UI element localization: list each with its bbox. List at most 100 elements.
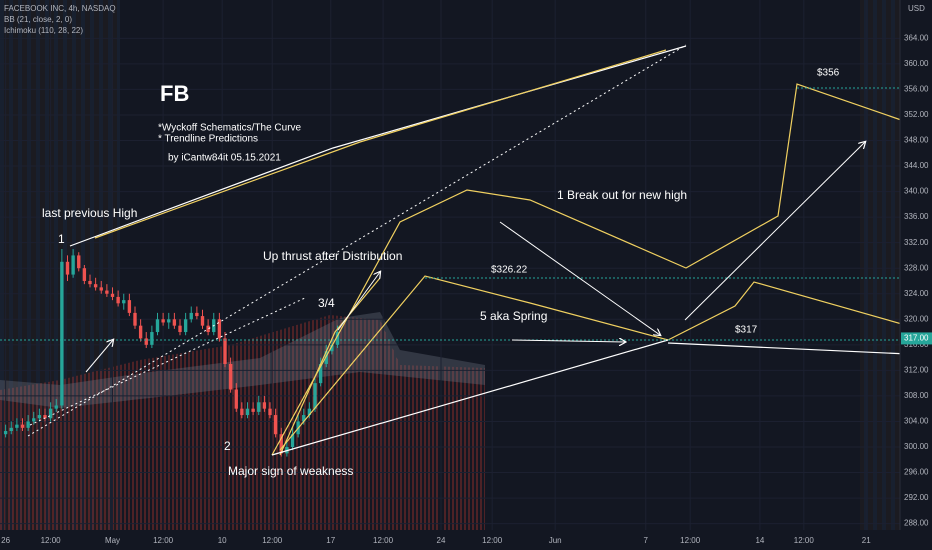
annotation: * Trendline Predictions xyxy=(158,134,258,145)
candle-body xyxy=(313,383,317,409)
header-line: Ichimoku (110, 28, 22) xyxy=(4,26,83,35)
candle-body xyxy=(324,351,328,364)
candle-body xyxy=(65,261,70,275)
candle-body xyxy=(178,325,182,333)
annotation: 3/4 xyxy=(318,296,335,310)
trendline xyxy=(69,45,687,247)
trendline xyxy=(279,277,381,456)
drawings xyxy=(0,44,931,456)
x-tick-label: 14 xyxy=(755,536,764,545)
currency: USD xyxy=(908,4,925,13)
candle-body xyxy=(9,427,13,432)
candle-body xyxy=(195,312,199,317)
x-tick-label: 10 xyxy=(218,536,227,545)
x-tick-label: May xyxy=(105,536,120,545)
candle-body xyxy=(54,405,58,409)
candle-body xyxy=(88,280,92,285)
candle-body xyxy=(240,408,244,416)
arrow xyxy=(511,340,625,342)
y-tick-label: 348.00 xyxy=(904,136,929,145)
candle-body xyxy=(262,402,267,409)
candle-body xyxy=(228,363,233,390)
y-tick-label: 308.00 xyxy=(904,391,929,400)
dotted-trendline xyxy=(29,297,306,426)
y-tick-label: 312.00 xyxy=(904,365,929,374)
candle-body xyxy=(183,319,188,333)
candle-body xyxy=(15,424,19,428)
y-tick-label: 352.00 xyxy=(904,110,929,119)
trendline xyxy=(667,342,931,356)
y-tick-label: 364.00 xyxy=(904,33,929,42)
candle-body xyxy=(200,316,205,326)
annotation: $317 xyxy=(735,325,758,336)
trendline xyxy=(271,83,931,456)
x-tick-label: 12:00 xyxy=(153,536,174,545)
y-tick-label: 324.00 xyxy=(904,289,929,298)
candle-body xyxy=(77,255,81,269)
annotation: 1 Break out for new high xyxy=(557,188,687,202)
candle-body xyxy=(268,408,272,416)
annotation: 1 xyxy=(58,232,65,246)
candle-body xyxy=(234,389,238,409)
arrow xyxy=(337,272,380,331)
candle-body xyxy=(144,338,148,345)
candle-body xyxy=(318,363,323,384)
y-tick-label: 304.00 xyxy=(904,417,929,426)
y-tick-label: 320.00 xyxy=(904,314,929,323)
x-tick-label: 12:00 xyxy=(41,536,62,545)
legend: FACEBOOK INC, 4h, NASDAQ BB (21, close, … xyxy=(4,4,925,35)
x-tick-label: 12:00 xyxy=(373,536,394,545)
axes: 288.00 292.00 296.00 300.00 304.00 308.00 312.… xyxy=(1,33,932,545)
annotations: FB *Wyckoff Schematics/The Curve* Trendli… xyxy=(42,68,840,479)
y-tick-label: 328.00 xyxy=(904,263,929,272)
ichimoku-cloud xyxy=(0,312,485,408)
candle-body xyxy=(223,338,227,364)
candle-body xyxy=(307,408,312,416)
candle-body xyxy=(155,319,160,333)
candle-body xyxy=(217,319,222,339)
x-tick-label: 12:00 xyxy=(262,536,283,545)
candle-body xyxy=(133,312,137,326)
candle-body xyxy=(99,287,103,291)
candle-body xyxy=(161,319,165,323)
annotation: Up thrust after Distribution xyxy=(263,249,402,263)
candle-body xyxy=(116,296,120,304)
x-tick-label: Jun xyxy=(549,536,562,545)
candle-body xyxy=(122,300,126,304)
candle-body xyxy=(20,424,25,428)
x-tick-label: 24 xyxy=(437,536,446,545)
candle-body xyxy=(3,431,8,435)
y-tick-label: 296.00 xyxy=(904,468,929,477)
candle-body xyxy=(330,344,334,352)
candle-body xyxy=(279,434,283,454)
candle-body xyxy=(167,319,171,323)
x-tick-label: 7 xyxy=(644,536,649,545)
candle-body xyxy=(93,284,98,288)
y-tick-label: 288.00 xyxy=(904,519,929,528)
candle-body xyxy=(110,293,115,297)
candle-body xyxy=(189,312,193,320)
candle-body xyxy=(150,332,154,345)
header-line: FACEBOOK INC, 4h, NASDAQ xyxy=(4,4,116,13)
arrow xyxy=(684,142,865,321)
candle-body xyxy=(32,418,36,422)
annotation: by iCantw84it 05.15.2021 xyxy=(168,153,281,164)
trendline xyxy=(271,339,669,456)
x-tick-label: 21 xyxy=(862,536,871,545)
grid xyxy=(0,0,900,530)
arrow xyxy=(85,340,113,373)
candle-body xyxy=(251,408,255,412)
x-tick-label: 12:00 xyxy=(680,536,701,545)
x-tick-label: 12:00 xyxy=(794,536,815,545)
x-tick-label: 26 xyxy=(1,536,10,545)
y-tick-label: 332.00 xyxy=(904,238,929,247)
candle-body xyxy=(82,268,87,281)
annotation: last previous High xyxy=(42,206,137,220)
y-tick-label: 292.00 xyxy=(904,493,929,502)
candle-body xyxy=(43,415,47,419)
y-tick-label: 340.00 xyxy=(904,187,929,196)
y-tick-label: 300.00 xyxy=(904,442,929,451)
candle-body xyxy=(172,319,177,326)
annotation: $326.22 xyxy=(491,265,528,276)
indicator-histogram xyxy=(0,315,485,530)
